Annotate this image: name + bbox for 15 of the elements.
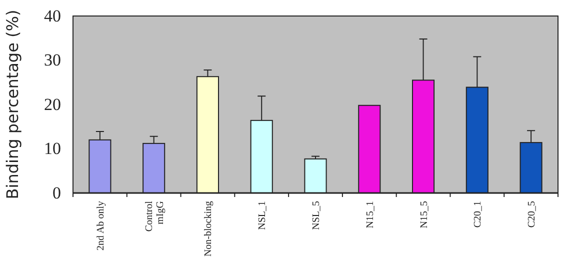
x-tick-label: Control mIgG	[144, 200, 166, 232]
x-tick-label: N15_5	[418, 201, 430, 228]
x-tick-label: NSL_5	[311, 201, 322, 230]
y-tick-label: 20	[44, 94, 61, 114]
y-axis-title: Binding percentage (%)	[3, 10, 22, 200]
y-tick-label: 10	[44, 139, 61, 158]
x-tick-label: C20_5	[526, 201, 538, 228]
x-tick-label: N15_1	[364, 201, 376, 228]
y-tick-label: 30	[44, 50, 61, 70]
x-tick-label: NSL_1	[257, 201, 268, 230]
x-tick-label: Non-blocking	[203, 201, 214, 257]
x-tick-label: 2nd Ab only	[95, 201, 106, 250]
y-tick-label: 40	[44, 6, 61, 26]
x-tick-label: C20_1	[472, 201, 484, 228]
y-tick-label: 0	[52, 183, 61, 202]
